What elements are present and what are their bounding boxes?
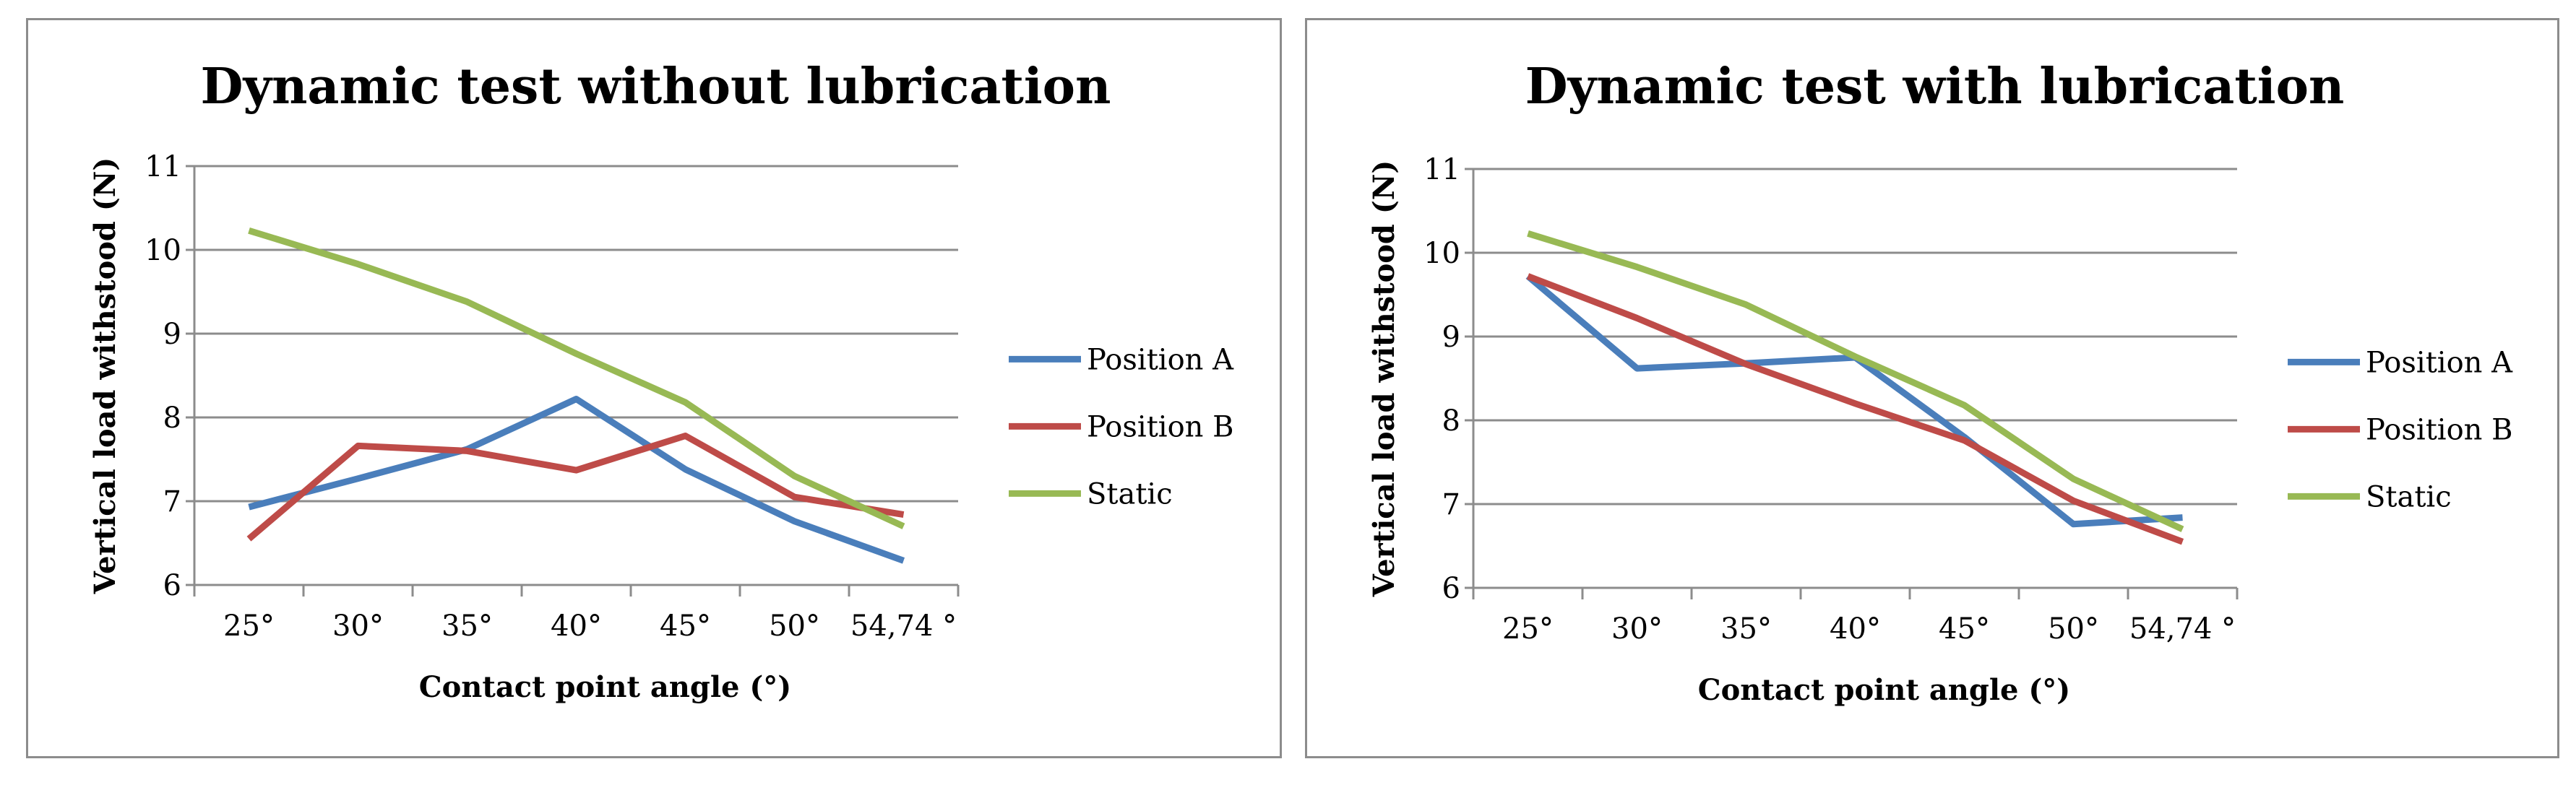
legend-label-position-b: Position B [2366,413,2513,446]
y-tick-label-10: 10 [1423,237,1460,270]
x-tick-label-40: 40° [1830,612,1881,646]
y-tick-label-10: 10 [145,234,181,267]
x-tick-label-54-74: 54,74 ° [850,610,957,643]
series-line-static [1527,230,2184,532]
x-tick-label-30: 30° [332,610,384,643]
y-tick-label-6: 6 [163,569,181,602]
y-axis-title: Vertical load withstood (N) [88,157,122,595]
x-tick-label-35: 35° [1720,612,1772,646]
x-tick-label-45: 45° [1939,612,1990,646]
series-line-position-b [246,433,905,542]
x-tick-label-30: 30° [1611,612,1663,646]
y-axis-title: Vertical load withstood (N) [1367,160,1401,598]
chart-title: Dynamic test without lubrication [201,58,1111,116]
y-tick-label-9: 9 [163,318,181,351]
x-tick-label-40: 40° [551,610,602,643]
legend-label-static: Static [2366,480,2452,513]
x-tick-label-50: 50° [769,610,820,643]
line-chart-without-lubrication: Dynamic test without lubrication 6 7 8 9 10 11… [88,58,1234,704]
y-tick-label-11: 11 [145,150,181,183]
chart-title: Dynamic test with lubrication [1525,58,2345,116]
chart-panel-without-lubrication: Dynamic test without lubrication 6 7 8 9 10 11… [26,18,1282,758]
x-tick-label-50: 50° [2048,612,2099,646]
series-line-position-b [1526,273,2184,545]
x-tick-label-25: 25° [1502,612,1554,646]
y-tick-label-7: 7 [1442,488,1460,521]
y-tick-label-8: 8 [163,402,181,435]
x-tick-label-25: 25° [223,610,275,643]
legend-label-position-a: Position A [1087,343,1234,376]
legend-label-static: Static [1087,477,1173,511]
x-tick-label-45: 45° [660,610,711,643]
legend-label-position-a: Position A [2366,346,2513,379]
y-tick-label-6: 6 [1442,572,1460,605]
series-line-static [248,227,905,529]
x-axis-title: Contact point angle (°) [419,670,791,704]
y-tick-label-7: 7 [163,485,181,519]
line-chart-with-lubrication: Dynamic test with lubrication 6 7 8 9 10 11 25°… [1367,58,2513,707]
y-tick-label-11: 11 [1423,153,1460,186]
x-tick-label-54-74: 54,74 ° [2129,612,2236,646]
x-tick-label-35: 35° [441,610,493,643]
x-axis-title: Contact point angle (°) [1698,673,2070,707]
y-tick-label-8: 8 [1442,404,1460,438]
legend-label-position-b: Position B [1087,410,1234,443]
chart-panel-with-lubrication: Dynamic test with lubrication 6 7 8 9 10 11 25°… [1305,18,2559,758]
series-line-position-a [248,396,905,564]
y-tick-label-9: 9 [1442,321,1460,354]
